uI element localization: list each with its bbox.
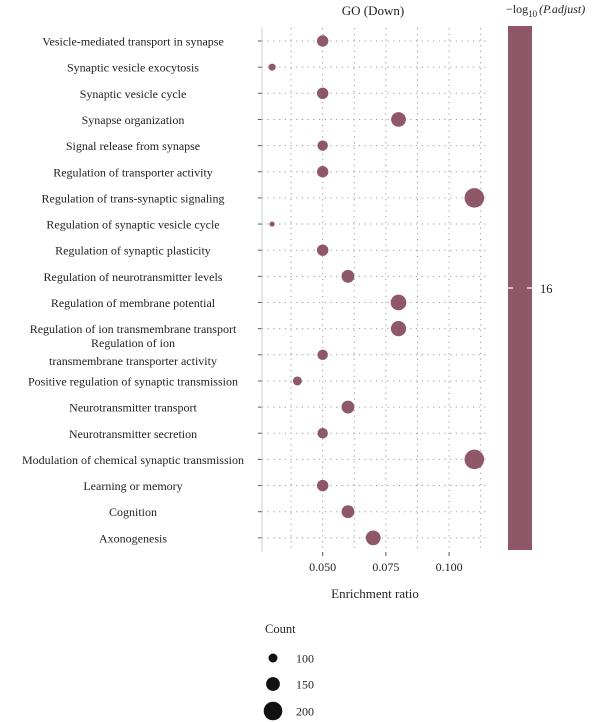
colorbar-title: −log10 (P.adjust) — [506, 2, 585, 19]
category-label: Axonogenesis — [99, 531, 167, 545]
data-point — [391, 112, 406, 127]
size-legend-label: 200 — [296, 705, 314, 719]
category-label: Regulation of synaptic plasticity — [55, 244, 211, 258]
size-legend-dot — [263, 701, 283, 721]
size-legend-dot — [266, 677, 280, 691]
point-layer — [268, 35, 485, 546]
data-point — [316, 87, 329, 100]
category-label: Positive regulation of synaptic transmis… — [28, 374, 238, 388]
chart-title: GO (Down) — [342, 3, 404, 18]
data-point — [341, 505, 355, 519]
category-label: Neurotransmitter transport — [69, 401, 197, 415]
category-labels: Vesicle-mediated transport in synapse Syn… — [22, 35, 262, 545]
category-label: Regulation of membrane potential — [51, 296, 216, 310]
category-label: Modulation of chemical synaptic transmis… — [22, 453, 244, 467]
category-label: Synaptic vesicle exocytosis — [67, 61, 199, 75]
x-tick-label: 0.050 — [309, 560, 336, 574]
colorbar-title-subscript: 10 — [528, 9, 538, 19]
colorbar-tick-label: 16 — [540, 282, 553, 296]
category-label: Synapse organization — [82, 113, 185, 127]
x-tick-label: 0.100 — [436, 560, 463, 574]
colorbar-title-prefix: −log — [506, 2, 528, 16]
data-point — [341, 269, 355, 283]
category-label: Signal release from synapse — [66, 139, 200, 153]
x-axis-title: Enrichment ratio — [331, 586, 419, 601]
size-legend-label: 100 — [296, 652, 314, 666]
data-point — [317, 428, 328, 439]
colorbar-title-suffix: (P.adjust) — [539, 2, 585, 16]
data-point — [316, 479, 329, 492]
category-label: Neurotransmitter secretion — [69, 427, 197, 441]
data-point — [317, 349, 328, 361]
category-label: Synaptic vesicle cycle — [80, 87, 187, 101]
category-label: Regulation of neurotransmitter levels — [44, 270, 223, 284]
category-label: Vesicle-mediated transport in synapse — [42, 35, 224, 49]
data-point — [317, 140, 328, 151]
data-point — [341, 400, 355, 414]
data-point — [464, 188, 485, 208]
data-point — [316, 166, 329, 178]
data-point — [390, 294, 407, 311]
data-point — [464, 449, 485, 470]
data-point — [365, 530, 381, 546]
size-legend-dot — [268, 653, 278, 663]
category-label: Regulation of synaptic vesicle cycle — [46, 218, 219, 232]
data-point — [268, 63, 276, 71]
x-tick-labels: 0.050 0.075 0.100 — [309, 552, 463, 574]
category-label: Regulation of trans-synaptic signaling — [42, 191, 225, 205]
category-label: Learning or memory — [83, 479, 182, 493]
size-legend: 100 150 200 — [263, 652, 314, 721]
data-point — [269, 221, 275, 227]
x-tick-label: 0.075 — [372, 560, 399, 574]
category-label: Regulation of transporter activity — [53, 165, 213, 179]
data-point — [292, 376, 302, 386]
grid-layer — [262, 28, 487, 552]
category-label: Regulation of ion transmembrane transpor… — [30, 322, 237, 336]
data-point — [390, 321, 407, 337]
category-label: Cognition — [109, 505, 157, 519]
data-point — [316, 244, 329, 256]
size-legend-label: 150 — [296, 678, 314, 692]
data-point — [316, 35, 329, 47]
category-label: Regulation of ion transmembrane transport… — [49, 336, 217, 368]
size-legend-title: Count — [265, 622, 296, 636]
